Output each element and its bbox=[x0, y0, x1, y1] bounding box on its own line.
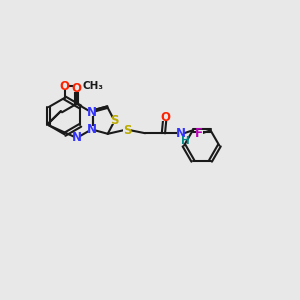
FancyBboxPatch shape bbox=[74, 135, 80, 141]
FancyBboxPatch shape bbox=[88, 126, 95, 133]
Text: O: O bbox=[72, 82, 82, 95]
Text: S: S bbox=[110, 114, 119, 127]
FancyBboxPatch shape bbox=[161, 115, 169, 121]
FancyBboxPatch shape bbox=[73, 85, 81, 92]
Text: F: F bbox=[195, 127, 203, 140]
Text: O: O bbox=[160, 111, 170, 124]
Text: N: N bbox=[87, 106, 97, 119]
Text: CH₃: CH₃ bbox=[82, 81, 103, 91]
Text: N: N bbox=[72, 131, 82, 144]
FancyBboxPatch shape bbox=[123, 127, 130, 134]
FancyBboxPatch shape bbox=[196, 130, 203, 136]
FancyBboxPatch shape bbox=[177, 130, 184, 136]
FancyBboxPatch shape bbox=[88, 109, 95, 116]
Text: N: N bbox=[87, 123, 97, 136]
Text: H: H bbox=[181, 136, 190, 146]
Text: O: O bbox=[60, 80, 70, 93]
Text: N: N bbox=[176, 127, 185, 140]
FancyBboxPatch shape bbox=[111, 118, 118, 124]
FancyBboxPatch shape bbox=[61, 83, 69, 89]
Text: S: S bbox=[123, 124, 131, 137]
